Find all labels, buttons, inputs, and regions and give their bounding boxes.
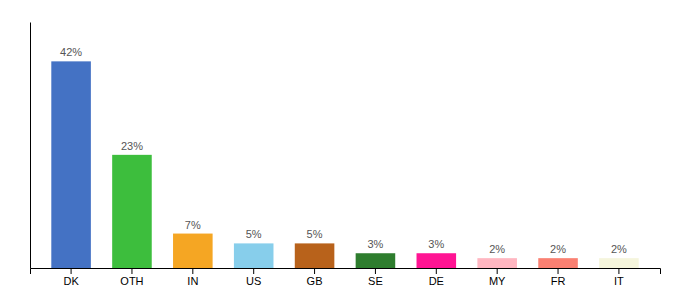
x-tick-label: FR: [551, 275, 566, 287]
x-tick-label: MY: [489, 275, 506, 287]
x-tick: MY: [489, 268, 506, 287]
x-tick-label: IN: [187, 275, 198, 287]
x-tick-mark: [436, 268, 437, 274]
x-tick-mark: [314, 268, 315, 274]
data-label: 5%: [246, 228, 262, 240]
data-label: 3%: [428, 238, 444, 250]
data-label: 5%: [307, 228, 323, 240]
x-tick: DK: [63, 268, 79, 287]
bar: [477, 258, 517, 268]
x-tick: US: [246, 268, 261, 287]
x-tick-mark: [71, 268, 72, 274]
bar: [538, 258, 578, 268]
chart: 42% 23% 7% 5% 5% 3% 3% 2% 2% 2% DK OTH IN US GB SE DE MY F…: [0, 0, 680, 300]
x-tick-mark: [497, 268, 498, 274]
x-tick: SE: [368, 268, 383, 287]
y-axis: [30, 23, 31, 269]
y-axis-line: [30, 23, 31, 269]
x-tick: OTH: [120, 268, 143, 287]
bar: [234, 243, 274, 268]
x-axis-line: [31, 269, 661, 275]
bar: [599, 258, 639, 268]
data-label: 2%: [550, 243, 566, 255]
bar: [417, 253, 457, 268]
x-tick-mark: [618, 268, 619, 274]
x-tick: FR: [551, 268, 566, 287]
x-tick-mark: [131, 268, 132, 274]
x-tick-mark: [253, 268, 254, 274]
x-tick-mark: [192, 268, 193, 274]
x-tick-label: IT: [614, 275, 624, 287]
x-tick: DE: [429, 268, 444, 287]
x-tick-label: DE: [429, 275, 444, 287]
data-label: 42%: [60, 46, 82, 58]
bar: [295, 243, 335, 268]
x-axis: DK OTH IN US GB SE DE MY FR IT: [31, 268, 661, 287]
x-tick: IN: [187, 268, 198, 287]
x-tick-label: SE: [368, 275, 383, 287]
bar: [173, 234, 213, 268]
plot-area: 42% 23% 7% 5% 5% 3% 3% 2% 2% 2% DK OTH IN US GB SE DE MY F…: [31, 23, 661, 287]
x-tick-label: GB: [307, 275, 323, 287]
data-label: 2%: [611, 243, 627, 255]
bar: [356, 253, 396, 268]
data-label: 3%: [367, 238, 383, 250]
x-tick-label: US: [246, 275, 261, 287]
bar: [51, 61, 91, 268]
x-tick-mark: [558, 268, 559, 274]
x-tick-label: OTH: [120, 275, 143, 287]
data-label: 2%: [489, 243, 505, 255]
data-label: 23%: [121, 140, 143, 152]
x-tick-mark: [375, 268, 376, 274]
bar: [112, 155, 152, 268]
x-tick: GB: [307, 268, 323, 287]
data-label: 7%: [185, 219, 201, 231]
data-labels: 42% 23% 7% 5% 5% 3% 3% 2% 2% 2%: [60, 46, 627, 255]
x-tick-label: DK: [63, 275, 79, 287]
x-tick: IT: [614, 268, 624, 287]
bars: [51, 61, 638, 268]
